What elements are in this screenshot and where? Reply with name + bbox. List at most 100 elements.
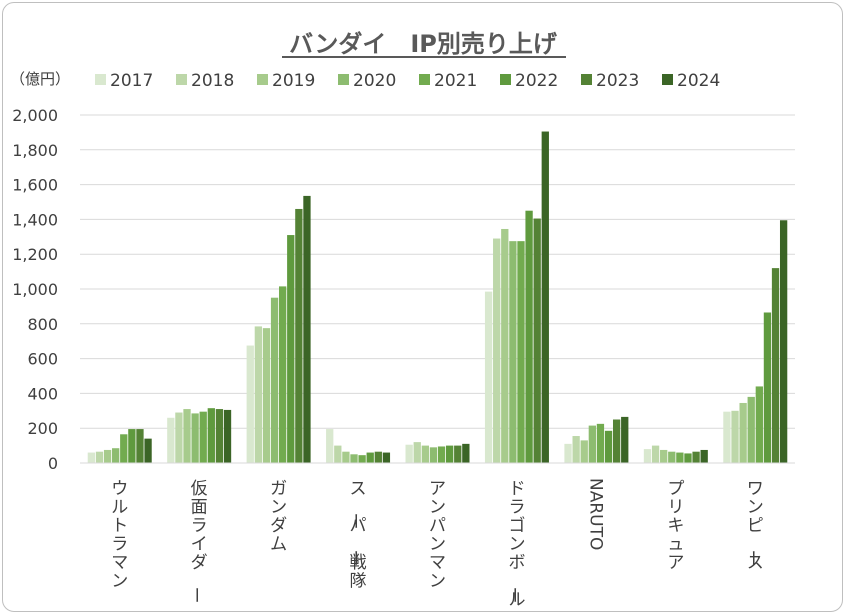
bar (723, 411, 731, 463)
bar (564, 443, 572, 463)
bar (103, 449, 112, 463)
y-tick-label: 1,800 (12, 141, 58, 160)
bar (572, 436, 580, 463)
bar (207, 408, 215, 463)
bars (87, 131, 788, 463)
bar (484, 291, 493, 463)
bar (668, 451, 676, 463)
bar (739, 402, 747, 463)
bar (501, 228, 509, 463)
bar (588, 425, 596, 463)
bar (454, 445, 462, 463)
legend-label: 2019 (272, 71, 315, 91)
bar (128, 429, 136, 463)
bar (643, 449, 652, 463)
y-tick-label: 2,000 (12, 106, 58, 125)
legend-swatch (95, 74, 106, 85)
bar (405, 444, 413, 463)
legend-swatch (176, 74, 187, 85)
bar (136, 429, 144, 463)
bar (199, 411, 207, 463)
bar (374, 451, 382, 463)
y-tick-labels: 0 200 400 600 800 1,000 1,200 1,400 1,600 1,800 2,… (12, 106, 58, 473)
legend-swatch (500, 74, 511, 85)
category-labels: ウルトラマン 仮面ライダー ガンダム スーパー戦隊 アンパンマン ドラゴンボール NARUT… (111, 478, 764, 610)
bar (779, 220, 788, 463)
legend-label: 2020 (353, 71, 396, 91)
gridlines (80, 114, 795, 429)
bar (382, 452, 391, 463)
bar (580, 440, 588, 463)
legend-swatch (419, 74, 430, 85)
y-tick-label: 800 (27, 315, 58, 334)
y-tick-label: 1,200 (12, 245, 58, 264)
legend-label: 2022 (515, 71, 558, 91)
legend: 2017 2018 2019 2020 2021 2022 2023 2024 (95, 71, 720, 91)
bar (533, 218, 541, 463)
bar (604, 430, 613, 463)
category-label: アンパンマン (429, 479, 446, 592)
bar (446, 445, 454, 463)
bar (755, 386, 763, 463)
bar (763, 312, 772, 463)
bar (437, 446, 446, 463)
bar (509, 241, 517, 463)
bar (700, 449, 708, 463)
bar (112, 448, 120, 463)
category-label: ウルトラマン (111, 479, 128, 592)
bar (366, 452, 374, 463)
legend-label: 2018 (191, 71, 234, 91)
bar (676, 452, 684, 463)
legend-swatch (257, 74, 268, 85)
bar (215, 409, 224, 463)
y-tick-label: 1,600 (12, 176, 58, 195)
y-tick-label: 400 (27, 384, 58, 403)
chart-title: バンダイ IP別売り上げ (289, 30, 558, 58)
bar (175, 412, 183, 463)
bar (541, 131, 549, 463)
legend-label: 2024 (677, 71, 720, 91)
legend-label: 2021 (434, 71, 477, 91)
bar (287, 235, 295, 463)
bar (612, 419, 621, 463)
bar (342, 451, 350, 463)
bar (295, 208, 303, 463)
bar (120, 434, 128, 463)
bar (183, 409, 191, 463)
category-label: プリキュア (667, 479, 684, 573)
bar (421, 445, 429, 463)
bar (358, 455, 366, 463)
y-axis-unit-label: （億円） (10, 70, 70, 88)
bar (87, 452, 96, 463)
bar (334, 445, 342, 463)
category-label: ワンピース (742, 479, 764, 573)
bar (262, 328, 271, 463)
category-label: ガンダム (270, 479, 287, 555)
bar (254, 326, 263, 463)
bar (167, 417, 175, 463)
bar (191, 413, 199, 463)
bar (651, 445, 660, 463)
category-label: ドラゴンボール (503, 479, 525, 610)
legend-swatch (581, 74, 592, 85)
legend-swatch (338, 74, 349, 85)
legend-swatch (662, 74, 673, 85)
legend-label: 2017 (110, 71, 153, 91)
bar (303, 195, 311, 463)
bar (684, 453, 692, 463)
category-label: NARUTO (585, 478, 605, 550)
y-tick-label: 200 (27, 419, 58, 438)
bar (660, 449, 668, 463)
legend-label: 2023 (596, 71, 639, 91)
category-label: スーパー戦隊 (345, 479, 367, 592)
bar (731, 410, 739, 463)
bar (223, 409, 232, 463)
y-tick-label: 1,000 (12, 280, 58, 299)
y-tick-label: 1,400 (12, 210, 58, 229)
bar (279, 286, 287, 463)
bar (413, 442, 421, 463)
bar (621, 416, 629, 463)
bar (747, 396, 755, 463)
